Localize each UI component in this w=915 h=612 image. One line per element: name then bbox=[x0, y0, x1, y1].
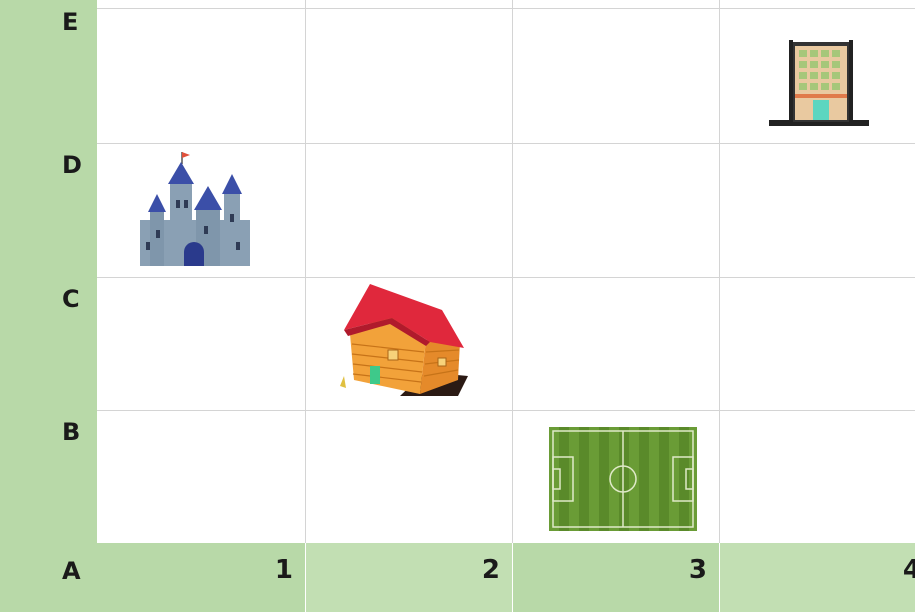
row-label-b: B bbox=[62, 418, 81, 446]
row-header-c: C bbox=[0, 277, 97, 410]
row-label-a: A bbox=[62, 557, 81, 585]
row-label-d: D bbox=[62, 151, 82, 179]
soccer-field-icon bbox=[549, 427, 697, 531]
wooden-house-icon bbox=[340, 284, 468, 396]
row-header-a: A bbox=[0, 543, 97, 612]
row-label-e: E bbox=[62, 8, 79, 36]
castle-icon bbox=[140, 152, 250, 266]
column-label-1: 1 bbox=[274, 555, 293, 585]
grid-line bbox=[97, 8, 915, 9]
column-footer-1: 1 bbox=[97, 543, 305, 612]
column-label-4: 4 bbox=[902, 555, 915, 585]
grid-line bbox=[97, 410, 915, 411]
grid-line bbox=[305, 0, 306, 543]
office-building-icon bbox=[769, 40, 869, 126]
column-footer-4: 4 bbox=[720, 543, 915, 612]
column-footer-2: 2 bbox=[306, 543, 512, 612]
row-label-c: C bbox=[62, 285, 80, 313]
column-label-3: 3 bbox=[688, 555, 707, 585]
row-header-d: D bbox=[0, 143, 97, 277]
grid-line bbox=[97, 277, 915, 278]
grid-line bbox=[719, 0, 720, 543]
row-header-e: E bbox=[0, 0, 97, 143]
column-label-2: 2 bbox=[481, 555, 500, 585]
column-footer-3: 3 bbox=[513, 543, 719, 612]
grid-line bbox=[97, 143, 915, 144]
row-header-b: B bbox=[0, 410, 97, 543]
grid-line bbox=[512, 0, 513, 543]
